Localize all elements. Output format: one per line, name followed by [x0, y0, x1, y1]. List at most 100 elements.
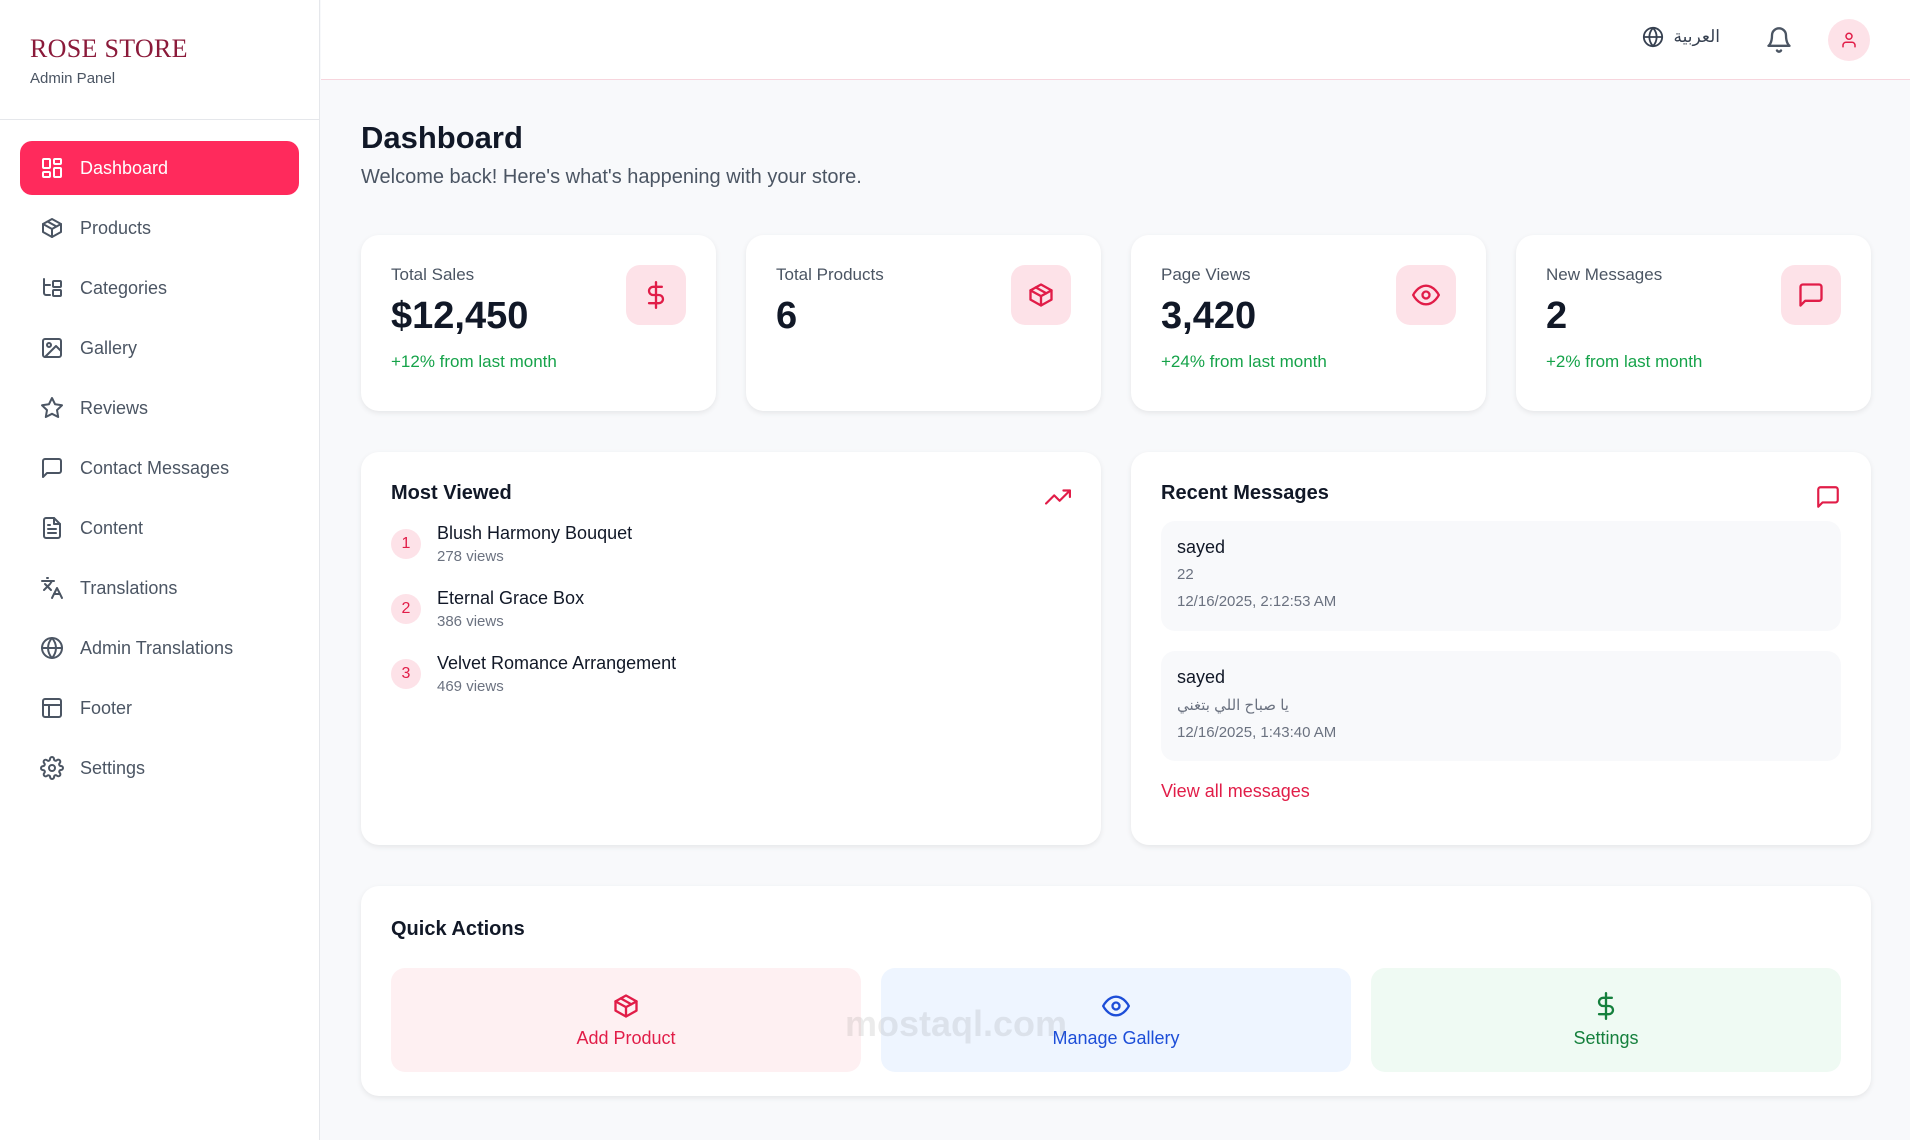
- stat-icon-badge: [1396, 265, 1456, 325]
- sidebar-item-label: Gallery: [80, 337, 138, 358]
- gear-icon: [40, 756, 64, 780]
- trending-up-icon: [1045, 489, 1071, 505]
- sidebar: ROSE STORE Admin Panel Dashboard Product…: [0, 0, 320, 1140]
- panel-title: Recent Messages: [1161, 482, 1329, 504]
- rank-badge: 3: [391, 659, 421, 689]
- stat-value: $12,450: [391, 295, 529, 337]
- eye-icon: [1102, 995, 1130, 1016]
- stat-icon-badge: [626, 265, 686, 325]
- main-content: Dashboard Welcome back! Here's what's ha…: [361, 120, 1871, 1096]
- sidebar-item-label: Footer: [80, 697, 133, 718]
- product-views: 386 views: [437, 613, 504, 630]
- message-body: 22: [1177, 566, 1194, 583]
- sidebar-item-label: Admin Translations: [80, 637, 234, 658]
- product-name: Velvet Romance Arrangement: [437, 653, 677, 673]
- brand-subtitle: Admin Panel: [30, 70, 116, 87]
- manage-gallery-button[interactable]: Manage Gallery: [881, 968, 1351, 1072]
- sidebar-item-contact-messages[interactable]: Contact Messages: [20, 441, 299, 495]
- page-title: Dashboard: [361, 120, 523, 155]
- message-icon: [1799, 283, 1823, 307]
- stat-icon-badge: [1781, 265, 1841, 325]
- rank-badge: 1: [391, 529, 421, 559]
- top-bar: العربية: [321, 0, 1910, 80]
- avatar[interactable]: [1828, 19, 1870, 61]
- stat-change: +24% from last month: [1161, 352, 1327, 371]
- stat-label: Total Sales: [391, 265, 475, 284]
- stat-value: 6: [776, 295, 798, 337]
- star-icon: [41, 397, 63, 418]
- message-sender: sayed: [1177, 537, 1226, 557]
- language-label: العربية: [1673, 27, 1720, 46]
- sidebar-item-content[interactable]: Content: [20, 501, 299, 555]
- sidebar-item-dashboard[interactable]: Dashboard: [20, 141, 299, 195]
- dollar-icon: [1597, 991, 1615, 1020]
- view-all-messages-link[interactable]: View all messages: [1161, 781, 1310, 801]
- list-item[interactable]: 2 Eternal Grace Box 386 views: [391, 588, 1071, 653]
- rank-badge: 2: [391, 594, 421, 624]
- stat-label: New Messages: [1546, 265, 1663, 284]
- stat-value: 3,420: [1161, 295, 1257, 337]
- message-item[interactable]: sayed 22 12/16/2025, 2:12:53 AM: [1161, 521, 1841, 631]
- brand: ROSE STORE Admin Panel: [0, 0, 319, 120]
- package-icon: [614, 993, 638, 1018]
- messages-list: sayed 22 12/16/2025, 2:12:53 AM sayed يا…: [1161, 521, 1841, 761]
- sidebar-item-admin-translations[interactable]: Admin Translations: [20, 621, 299, 675]
- message-icon: [42, 458, 62, 478]
- dollar-icon: [647, 281, 665, 309]
- sidebar-item-categories[interactable]: Categories: [20, 261, 299, 315]
- message-icon: [1817, 486, 1839, 508]
- sidebar-item-gallery[interactable]: Gallery: [20, 321, 299, 375]
- image-icon: [42, 338, 62, 358]
- stat-icon-badge: [1011, 265, 1071, 325]
- bell-icon[interactable]: [1765, 26, 1793, 54]
- message-body: يا صباح اللي بتغني: [1177, 697, 1289, 714]
- dashboard-icon: [42, 158, 62, 178]
- most-viewed-list: 1 Blush Harmony Bouquet 278 views 2 Eter…: [391, 523, 1071, 718]
- most-viewed-panel: Most Viewed 1 Blush Harmony Bouquet 278 …: [361, 452, 1101, 845]
- message-time: 12/16/2025, 1:43:40 AM: [1177, 724, 1337, 741]
- product-name: Blush Harmony Bouquet: [437, 523, 633, 543]
- settings-button[interactable]: Settings: [1371, 968, 1841, 1072]
- message-item[interactable]: sayed يا صباح اللي بتغني 12/16/2025, 1:4…: [1161, 651, 1841, 761]
- stats-row: Total Sales $12,450 +12% from last month…: [361, 235, 1871, 411]
- sidebar-item-label: Contact Messages: [80, 457, 230, 478]
- stat-change: +2% from last month: [1546, 352, 1703, 371]
- globe-icon: [1642, 26, 1663, 48]
- product-name: Eternal Grace Box: [437, 588, 585, 608]
- quick-actions-panel: Quick Actions Add Product Manage Gallery…: [361, 886, 1871, 1096]
- sidebar-item-label: Settings: [80, 757, 146, 778]
- sidebar-item-translations[interactable]: Translations: [20, 561, 299, 615]
- sidebar-nav: Dashboard Products Categories Gallery Re…: [0, 120, 319, 795]
- product-views: 278 views: [437, 548, 504, 565]
- globe-icon: [41, 637, 63, 659]
- stat-card-new-messages: New Messages 2 +2% from last month: [1516, 235, 1871, 411]
- eye-icon: [1412, 284, 1440, 306]
- stat-change: +12% from last month: [391, 352, 557, 371]
- message-time: 12/16/2025, 2:12:53 AM: [1177, 593, 1337, 610]
- stat-card-total-sales: Total Sales $12,450 +12% from last month: [361, 235, 716, 411]
- page-subtitle: Welcome back! Here's what's happening wi…: [361, 166, 862, 188]
- sidebar-item-label: Content: [80, 517, 144, 538]
- sidebar-item-reviews[interactable]: Reviews: [20, 381, 299, 435]
- language-switcher[interactable]: العربية: [1642, 26, 1720, 48]
- stat-label: Page Views: [1161, 265, 1251, 284]
- user-icon: [1842, 32, 1856, 48]
- list-item[interactable]: 1 Blush Harmony Bouquet 278 views: [391, 523, 1071, 588]
- panel-title: Most Viewed: [391, 482, 512, 504]
- sidebar-item-settings[interactable]: Settings: [20, 741, 299, 795]
- stat-value: 2: [1546, 295, 1568, 337]
- stat-card-total-products: Total Products 6: [746, 235, 1101, 411]
- stat-label: Total Products: [776, 265, 884, 284]
- sidebar-item-footer[interactable]: Footer: [20, 681, 299, 735]
- list-item[interactable]: 3 Velvet Romance Arrangement 469 views: [391, 653, 1071, 718]
- sidebar-item-products[interactable]: Products: [20, 201, 299, 255]
- layout-icon: [42, 698, 62, 718]
- sidebar-item-label: Dashboard: [80, 157, 169, 178]
- sidebar-item-label: Reviews: [80, 397, 149, 418]
- action-label: Manage Gallery: [1052, 1027, 1180, 1048]
- package-icon: [1029, 283, 1053, 307]
- document-icon: [43, 517, 61, 539]
- product-views: 469 views: [437, 678, 504, 695]
- add-product-button[interactable]: Add Product: [391, 968, 861, 1072]
- message-sender: sayed: [1177, 667, 1226, 687]
